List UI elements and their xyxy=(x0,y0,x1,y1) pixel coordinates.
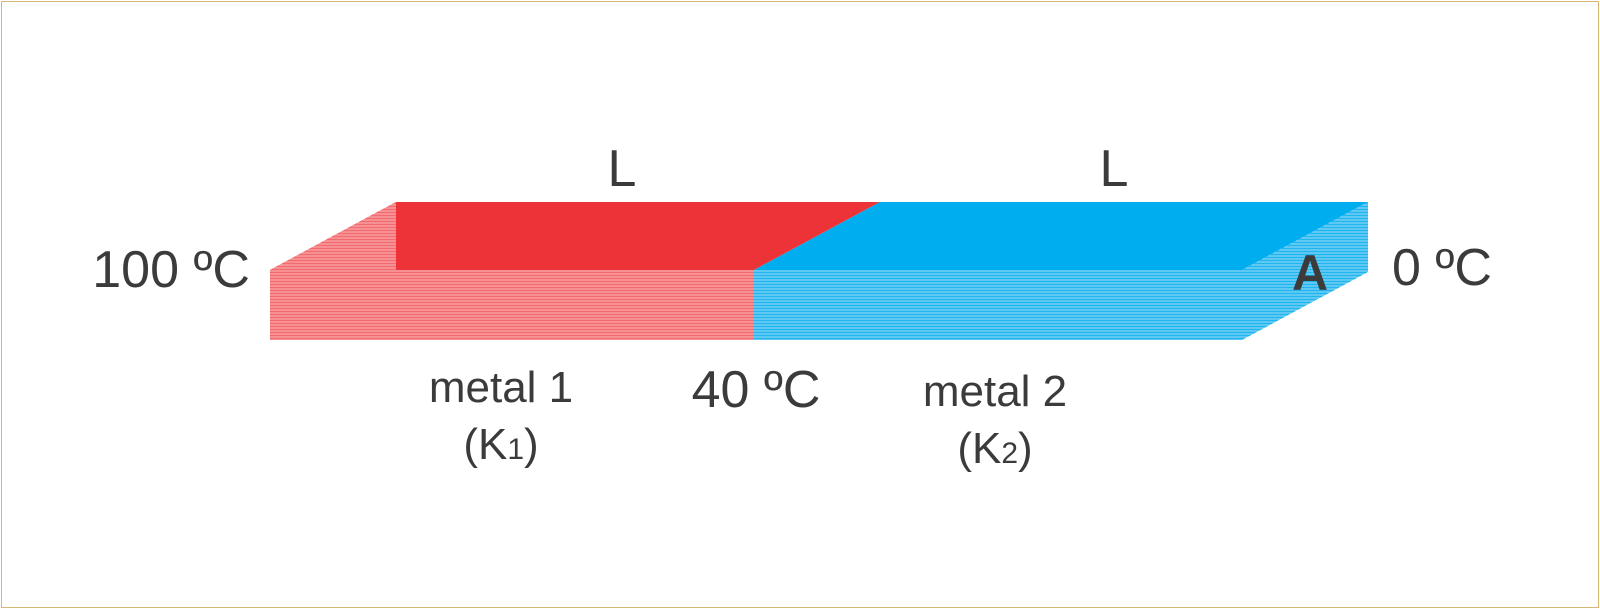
cross-section-area-label: A xyxy=(1292,245,1328,301)
cold-end-temperature: 0 ºC xyxy=(1392,239,1492,297)
metal-1-name: metal 1 xyxy=(429,363,573,412)
metal-2-bar xyxy=(754,202,1368,340)
metal-1-top-face xyxy=(270,202,880,270)
length-label-right: L xyxy=(1100,140,1129,198)
metal-1-bar xyxy=(270,202,880,340)
metal-2-conductivity: (K2) xyxy=(957,424,1032,473)
metal-2-name: metal 2 xyxy=(923,367,1067,416)
length-label-left: L xyxy=(608,140,637,198)
metal-1-front-face xyxy=(270,270,754,340)
metal-2-front-face xyxy=(754,270,1242,340)
hot-end-temperature: 100 ºC xyxy=(92,241,250,299)
junction-temperature: 40 ºC xyxy=(692,361,821,419)
metal-1-left-face xyxy=(270,202,396,340)
metal-2-top-face xyxy=(754,202,1368,270)
metal-1-conductivity: (K1) xyxy=(463,420,538,469)
metal-2-right-face xyxy=(1242,202,1368,340)
